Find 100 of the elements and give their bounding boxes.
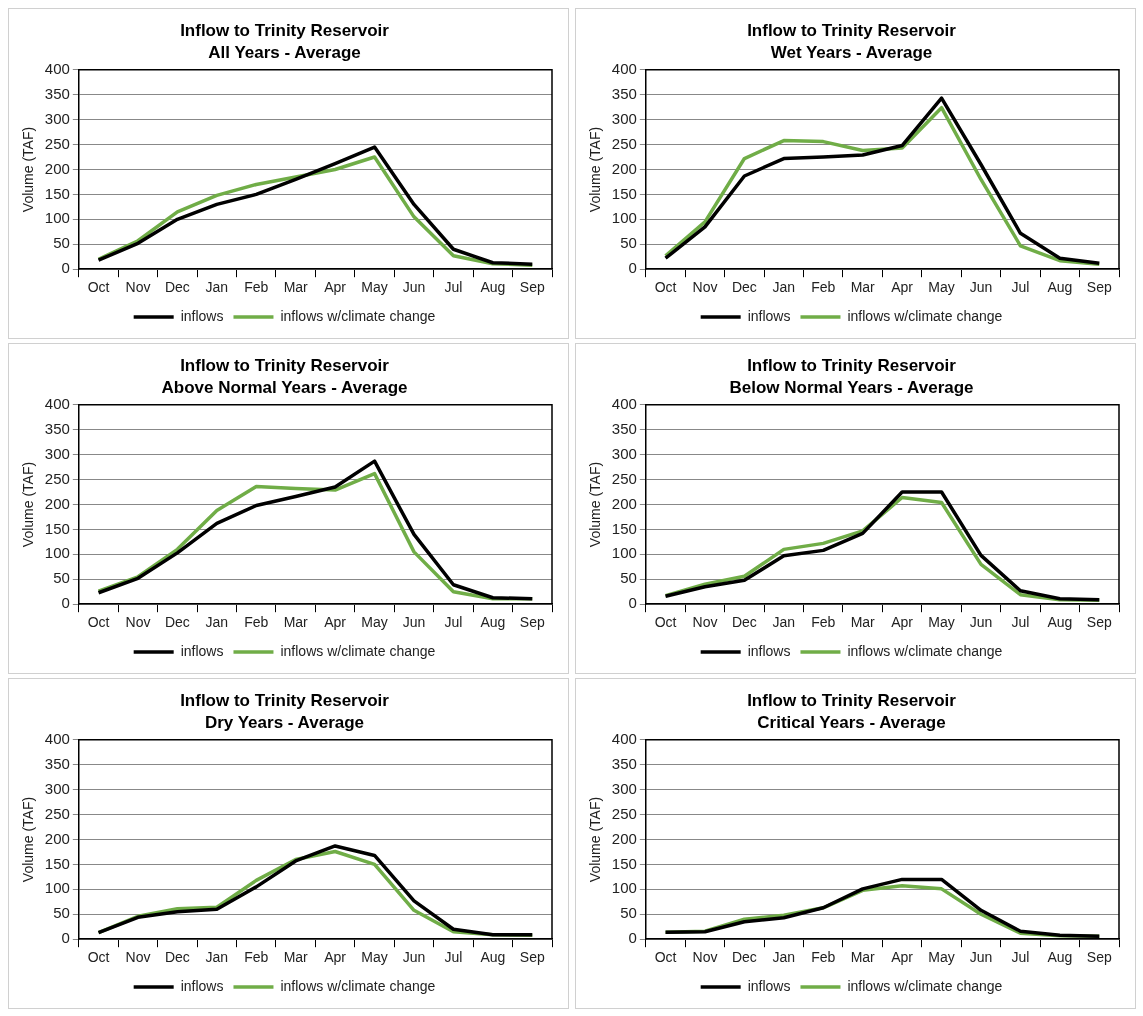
x-tick-label: Jun: [969, 279, 993, 296]
x-tick-label: Oct: [654, 949, 677, 966]
x-tick-label: Jun: [402, 949, 426, 966]
y-tick-label: 350: [44, 84, 70, 102]
x-tick-label: Jul: [1011, 949, 1030, 966]
y-tick-label: 250: [44, 134, 70, 152]
y-axis-title: Volume (TAF): [20, 796, 37, 883]
y-tick-label: 400: [611, 729, 637, 747]
x-tick-label: Oct: [654, 614, 677, 631]
y-tick-label: 300: [611, 444, 637, 462]
x-tick-label: Jun: [969, 614, 993, 631]
y-tick-label: 150: [611, 519, 637, 537]
y-tick-label: 150: [611, 184, 637, 202]
y-tick-label: 0: [628, 929, 637, 947]
y-tick-label: 300: [44, 109, 70, 127]
x-tick-label: May: [361, 279, 388, 296]
chart-title: Inflow to Trinity Reservoir: [747, 20, 957, 40]
y-tick-label: 50: [620, 234, 637, 252]
x-tick-label: Jan: [772, 279, 796, 296]
x-tick-label: Jan: [772, 614, 796, 631]
y-tick-label: 350: [44, 419, 70, 437]
x-tick-label: Aug: [480, 614, 506, 631]
x-tick-label: Jun: [402, 279, 426, 296]
y-tick-label: 0: [61, 594, 70, 612]
y-tick-label: 50: [53, 234, 70, 252]
x-tick-label: Sep: [519, 614, 545, 631]
y-tick-label: 50: [53, 904, 70, 922]
x-tick-label: Feb: [811, 279, 836, 296]
x-tick-label: Sep: [1086, 279, 1112, 296]
legend-label: inflows w/climate change: [847, 977, 1003, 994]
y-tick-label: 400: [44, 59, 70, 77]
y-tick-label: 250: [611, 804, 637, 822]
x-tick-label: Apr: [324, 949, 347, 966]
y-axis-title: Volume (TAF): [587, 461, 604, 548]
y-tick-label: 50: [620, 569, 637, 587]
x-tick-label: Feb: [244, 614, 269, 631]
x-tick-label: Jul: [1011, 614, 1030, 631]
x-tick-label: Dec: [164, 614, 190, 631]
y-tick-label: 150: [611, 854, 637, 872]
legend-label: inflows w/climate change: [280, 642, 436, 659]
x-tick-label: Dec: [731, 614, 757, 631]
x-tick-label: Aug: [480, 279, 506, 296]
x-tick-label: May: [928, 949, 955, 966]
y-tick-label: 0: [628, 594, 637, 612]
x-tick-label: Feb: [244, 279, 269, 296]
legend-label: inflows: [180, 307, 224, 324]
chart-subtitle: Critical Years - Average: [757, 713, 946, 733]
x-tick-label: Dec: [731, 949, 757, 966]
legend-label: inflows: [180, 642, 224, 659]
x-tick-label: Aug: [480, 949, 506, 966]
x-tick-label: May: [361, 614, 388, 631]
y-tick-label: 50: [620, 904, 637, 922]
x-tick-label: Jul: [444, 949, 463, 966]
chart-title: Inflow to Trinity Reservoir: [180, 20, 390, 40]
x-tick-label: Aug: [1047, 949, 1073, 966]
chart-subtitle: All Years - Average: [208, 43, 361, 63]
x-tick-label: Nov: [125, 279, 151, 296]
x-tick-label: Nov: [692, 614, 718, 631]
x-tick-label: May: [928, 614, 955, 631]
y-tick-label: 250: [611, 469, 637, 487]
y-tick-label: 200: [44, 829, 70, 847]
x-tick-label: Jul: [444, 279, 463, 296]
y-tick-label: 300: [44, 779, 70, 797]
y-tick-label: 350: [611, 754, 637, 772]
x-tick-label: Mar: [850, 949, 876, 966]
x-tick-label: Apr: [891, 279, 914, 296]
y-tick-label: 350: [611, 419, 637, 437]
x-tick-label: Aug: [1047, 279, 1073, 296]
x-tick-label: Sep: [519, 949, 545, 966]
x-tick-label: Aug: [1047, 614, 1073, 631]
legend-label: inflows w/climate change: [847, 307, 1003, 324]
x-tick-label: Nov: [692, 279, 718, 296]
x-tick-label: Feb: [811, 949, 836, 966]
y-tick-label: 400: [611, 59, 637, 77]
x-tick-label: Jul: [1011, 279, 1030, 296]
x-tick-label: Sep: [1086, 949, 1112, 966]
y-axis-title: Volume (TAF): [20, 461, 37, 548]
x-tick-label: Sep: [1086, 614, 1112, 631]
chart-subtitle: Dry Years - Average: [204, 713, 365, 733]
x-tick-label: Mar: [850, 279, 876, 296]
x-tick-label: Apr: [324, 614, 347, 631]
x-tick-label: Jul: [444, 614, 463, 631]
y-tick-label: 0: [628, 259, 637, 277]
x-tick-label: Apr: [324, 279, 347, 296]
y-tick-label: 100: [44, 544, 70, 562]
y-tick-label: 300: [611, 109, 637, 127]
chart-title: Inflow to Trinity Reservoir: [747, 355, 957, 375]
y-tick-label: 0: [61, 929, 70, 947]
x-tick-label: Feb: [244, 949, 269, 966]
x-tick-label: Dec: [164, 949, 190, 966]
x-tick-label: Jan: [205, 279, 229, 296]
chart-subtitle: Above Normal Years - Average: [161, 378, 408, 398]
chart-subtitle: Wet Years - Average: [770, 43, 933, 63]
chart-title: Inflow to Trinity Reservoir: [180, 355, 390, 375]
x-tick-label: Dec: [731, 279, 757, 296]
x-tick-label: May: [928, 279, 955, 296]
x-tick-label: Mar: [850, 614, 876, 631]
y-tick-label: 150: [44, 854, 70, 872]
y-tick-label: 250: [44, 804, 70, 822]
x-tick-label: Apr: [891, 949, 914, 966]
